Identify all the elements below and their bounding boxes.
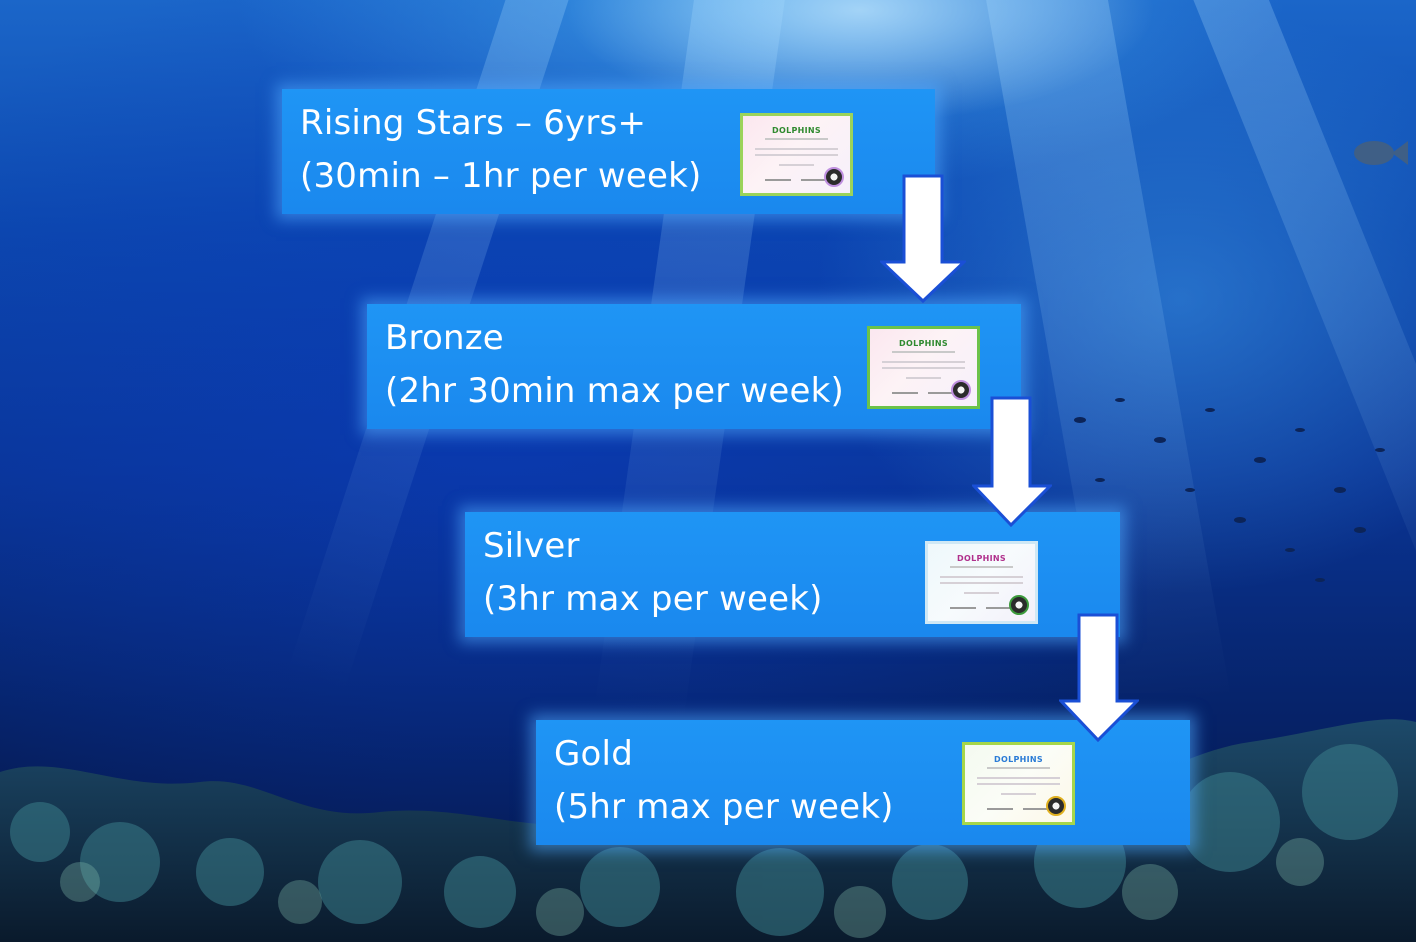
seal-icon [951, 380, 971, 400]
level-hours: (30min – 1hr per week) [300, 156, 702, 196]
fish-icon [1354, 141, 1408, 165]
seal-icon [1009, 595, 1029, 615]
arrow-down-icon [880, 174, 966, 304]
arrow-down-icon [1059, 613, 1139, 743]
certificate-logo: DOLPHINS [772, 126, 821, 135]
certificate-icon: DOLPHINS [962, 742, 1075, 825]
certificate-logo: DOLPHINS [957, 554, 1006, 563]
certificate-icon: DOLPHINS [925, 541, 1038, 624]
seal-icon [1046, 796, 1066, 816]
level-title: Gold [554, 734, 633, 774]
level-title: Silver [483, 526, 580, 566]
certificate-icon: DOLPHINS [740, 113, 853, 196]
level-box-gold: Gold (5hr max per week) DOLPHINS [536, 720, 1190, 845]
level-hours: (3hr max per week) [483, 579, 823, 619]
certificate-logo: DOLPHINS [994, 755, 1043, 764]
certificate-logo: DOLPHINS [899, 339, 948, 348]
level-box-rising-stars: Rising Stars – 6yrs+ (30min – 1hr per we… [282, 89, 935, 214]
level-box-silver: Silver (3hr max per week) DOLPHINS [465, 512, 1120, 637]
level-hours: (5hr max per week) [554, 787, 894, 827]
level-box-bronze: Bronze (2hr 30min max per week) DOLPHINS [367, 304, 1021, 429]
arrow-down-icon [972, 396, 1052, 528]
level-hours: (2hr 30min max per week) [385, 371, 844, 411]
seal-icon [824, 167, 844, 187]
level-title: Bronze [385, 318, 504, 358]
fish-school-icon [1074, 398, 1385, 582]
certificate-icon: DOLPHINS [867, 326, 980, 409]
level-title: Rising Stars – 6yrs+ [300, 103, 647, 143]
